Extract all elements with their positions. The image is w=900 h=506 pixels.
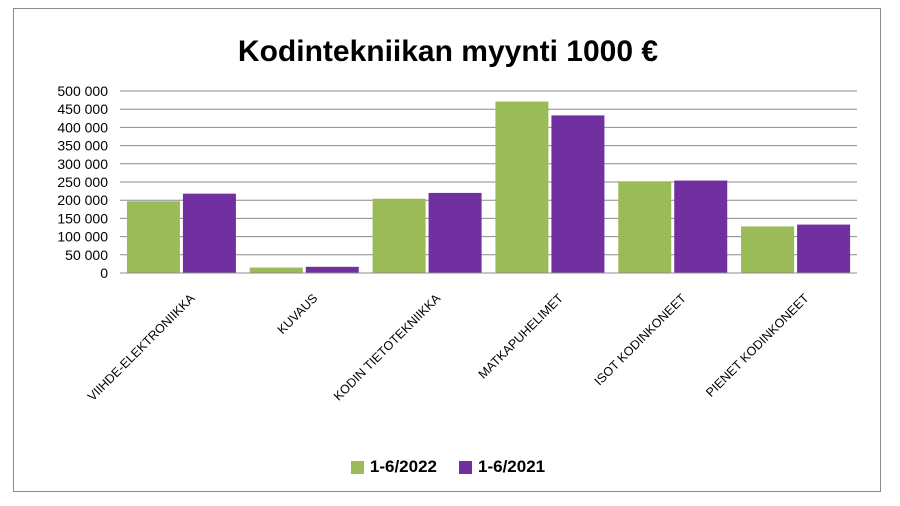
bar-series-2	[182, 193, 236, 273]
y-tick-label: 500 000	[57, 83, 108, 99]
y-tick-label: 150 000	[57, 210, 108, 226]
legend-item: 1-6/2021	[459, 457, 545, 477]
bar-series-1	[126, 201, 180, 273]
legend-label: 1-6/2022	[369, 457, 437, 476]
x-category-label: MATKAPUHELIMET	[476, 291, 567, 382]
y-tick-label: 300 000	[57, 156, 108, 172]
bar-series-1	[741, 226, 795, 273]
bar-series-1	[618, 181, 672, 273]
bar-series-2	[797, 224, 851, 273]
bar-series-1	[249, 267, 303, 273]
bar-series-1	[372, 198, 426, 273]
x-category-label: ISOT KODINKONEET	[592, 291, 689, 388]
x-category-label: KODIN TIETOTEKNIIKKA	[331, 291, 444, 404]
bar-series-2	[674, 180, 728, 273]
x-category-label: VIIHDE-ELEKTRONIIKKA	[85, 291, 198, 404]
legend-item: 1-6/2022	[350, 457, 437, 477]
legend: 1-6/2022 1-6/2021	[14, 457, 882, 477]
bar-series-2	[428, 192, 482, 273]
chart-title: Kodintekniikan myynti 1000 €	[237, 35, 659, 68]
legend-label: 1-6/2021	[478, 457, 546, 476]
y-tick-label: 50 000	[65, 247, 108, 263]
y-tick-label: 250 000	[57, 174, 108, 190]
y-tick-label: 0	[100, 265, 108, 281]
y-tick-label: 400 000	[57, 119, 108, 135]
legend-swatch	[350, 460, 364, 474]
bar-series-2	[305, 266, 359, 273]
x-category-label: PIENET KODINKONEET	[703, 291, 812, 400]
bars	[126, 101, 851, 273]
x-category-label: KUVAUS	[275, 291, 321, 337]
bar-series-1	[495, 101, 549, 273]
y-tick-label: 350 000	[57, 138, 108, 154]
bar-series-2	[551, 115, 605, 273]
bar-chart: 0 50 000 100 000 150 000 200 000 250 000 300 0…	[57, 83, 857, 404]
gridlines	[120, 90, 857, 256]
chart-frame: Kodintekniikan myynti 1000 € 0 50 000 100 …	[13, 8, 881, 492]
x-axis-category-labels: VIIHDE-ELEKTRONIIKKA KUVAUS KODIN TIETOTEK…	[85, 291, 812, 404]
legend-swatch	[459, 460, 472, 474]
y-tick-label: 100 000	[57, 229, 108, 245]
y-tick-label: 450 000	[57, 101, 108, 117]
y-tick-label: 200 000	[57, 192, 108, 208]
y-axis-tick-labels: 0 50 000 100 000 150 000 200 000 250 000 300 0…	[57, 83, 108, 281]
